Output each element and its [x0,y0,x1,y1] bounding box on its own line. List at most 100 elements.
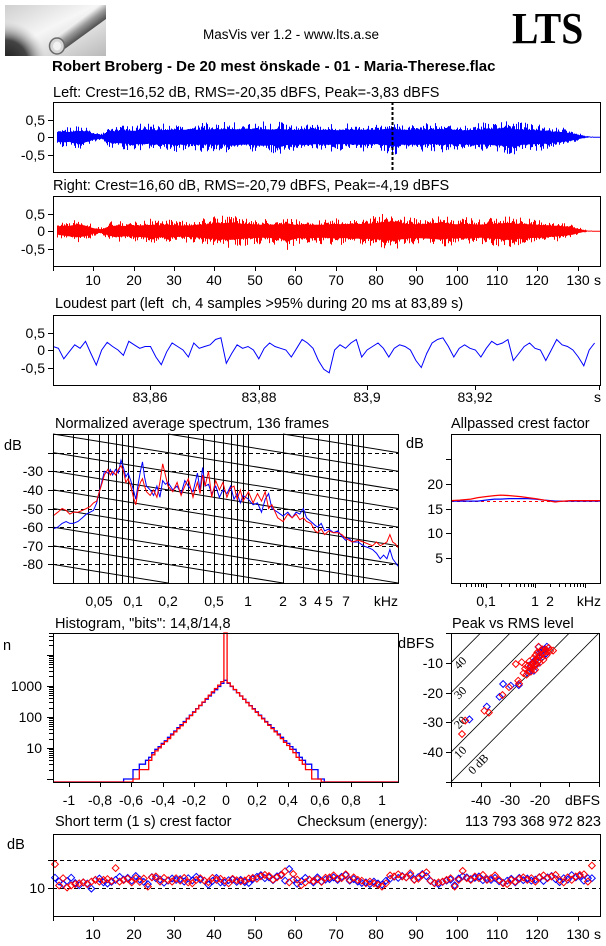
crest-line-label: 30 [451,683,469,701]
y-axis-unit-label: dB [406,436,424,452]
crest-point-left [95,874,104,883]
x-tick-label: 83,92 [457,389,492,405]
crest-point-left [559,874,568,883]
crest-point-right [244,874,253,883]
x-tick-label: 3 [299,593,307,609]
crest-point-right [127,878,136,887]
crest-point-right [151,872,161,881]
y-tick-label: -70 [23,538,43,554]
crest-point-right [490,871,500,880]
crest-point-right [438,877,447,886]
crest-point-right [365,877,375,886]
x-tick-label: 0,6 [310,792,330,808]
plot-frame [53,633,399,783]
crest-point-right [276,871,286,880]
crest-point-right [54,881,64,890]
crest-point-right [264,871,274,881]
x-tick-label: 120 [525,926,549,942]
crest-point-left [418,869,427,879]
crest-point-left [143,879,153,889]
x-tick-label: -30 [500,792,520,808]
pvr-point-right [514,676,523,685]
short-term-crest-title: Short term (1 s) crest factor [55,814,232,830]
y-tick-label: 0 [37,129,45,145]
x-tick-label: 90 [408,926,424,942]
x-tick-label: 0 [222,792,230,808]
crest-point-left [567,870,576,880]
pvr-point-right [533,648,542,657]
pvr-point-right [461,716,470,725]
crest-point-right [341,870,350,879]
y-axis-unit-label: dB [7,837,25,853]
crest-point-right [430,879,439,888]
pvr-point-right [528,664,537,673]
crest-point-right [482,875,492,885]
x-tick-label: 70 [328,272,344,288]
x-tick-label: 30 [166,926,182,942]
loudest-part-trace [52,337,595,374]
crest-point-left [115,872,124,881]
crest-point-left [381,876,391,885]
pvr-point-right [498,690,507,700]
x-tick-label: 0,2 [247,792,267,808]
crest-point-left [503,876,512,885]
waveform-right-trace [57,214,600,250]
crest-point-right [95,877,104,886]
crest-point-right [317,877,326,887]
y-tick-label: 0,5 [26,112,46,128]
x-tick-label: 0,5 [204,593,224,609]
x-tick-label: -1 [63,792,76,808]
crest-point-left [87,884,96,893]
crest-point-right [200,876,209,885]
x-tick-label: 0,4 [278,792,298,808]
crest-point-right [394,870,403,879]
x-tick-label: 40 [206,926,222,942]
crest-point-right [462,874,471,883]
crest-point-right [547,872,556,881]
crest-reference-line [450,632,600,783]
y-tick-label: 0,5 [26,206,46,222]
crest-point-right [559,878,568,887]
pvr-point-right [521,661,530,670]
waveform-right-title: Right: Crest=16,60 dB, RMS=-20,79 dBFS, … [53,178,449,194]
x-tick-label: 0,2 [158,593,178,609]
crest-point-right [555,875,564,885]
y-tick-label: 10 [427,525,443,541]
crest-point-right [71,879,80,889]
plot-frame [451,633,600,783]
crest-reference-line [450,632,481,664]
crest-point-left [507,874,516,883]
spectrum-panel: Normalized average spectrum, 136 frames d… [4,416,399,609]
crest-point-left [176,874,185,884]
x-tick-label: 70 [328,926,344,942]
slope-reference-line [167,433,399,472]
crest-point-right [454,875,463,885]
short-term-crest-panel: Short term (1 s) crest factor dB 10 10 20 30 4… [7,814,601,942]
x-tick-label: 20 [126,272,142,288]
crest-point-right [470,872,480,881]
crest-point-left [192,872,201,881]
loudest-part-panel: Loudest part (left ch, 4 samples >95% du… [21,296,601,405]
crest-point-right [103,874,112,884]
spectrum-left-line [52,458,399,567]
y-tick-label: -40 [23,482,43,498]
crest-point-right [139,874,148,883]
crest-point-right [79,878,88,887]
crest-point-right [228,874,237,883]
plot-frame [53,196,601,267]
crest-reference-line [450,632,570,753]
crest-point-right [381,879,391,888]
crest-line-label: 10 [451,743,469,761]
crest-point-right [147,873,157,882]
waveform-left-title: Left: Crest=16,52 dB, RMS=-20,35 dBFS, P… [53,85,439,101]
x-axis-unit-label: s [594,389,601,405]
steel-rod-photo-icon [0,0,122,83]
crest-point-right [180,873,189,883]
crest-point-right [543,874,552,883]
crest-point-left [422,872,431,881]
crest-point-right [91,875,100,885]
pvr-point-right [544,643,553,653]
crest-point-right [321,873,330,882]
crest-point-left [135,875,144,884]
crest-point-left [494,877,504,886]
